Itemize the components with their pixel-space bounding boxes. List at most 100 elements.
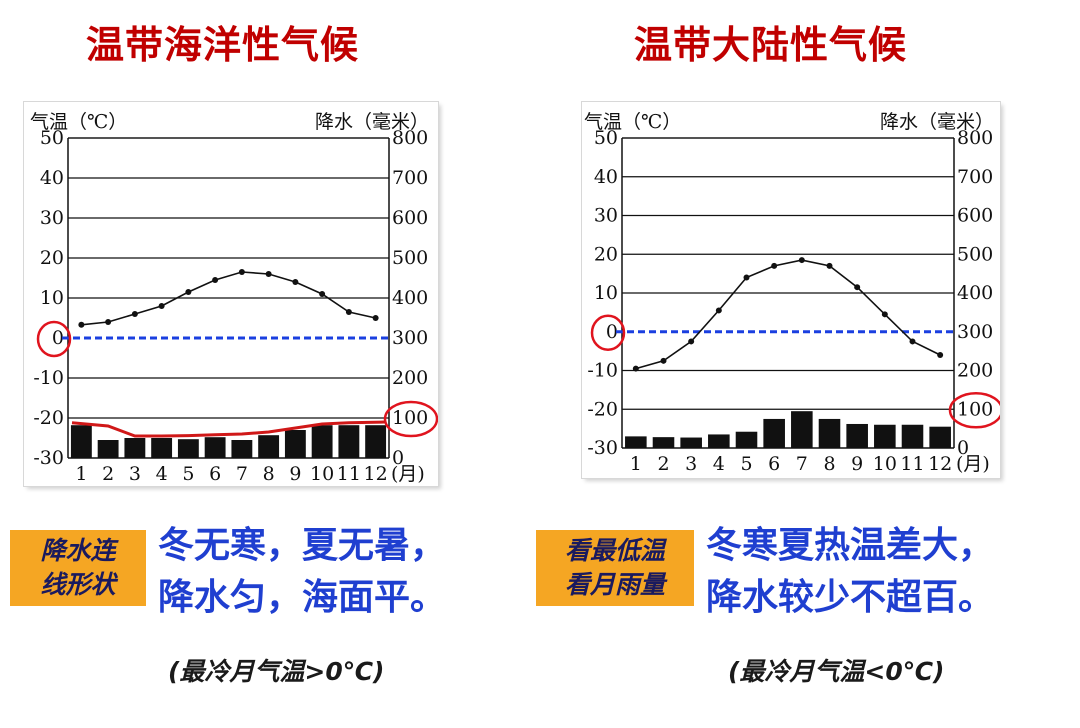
oceanic-tag-line-1: 降水连: [40, 536, 116, 565]
precip-bar: [791, 411, 813, 448]
continental-climate-chart: 气温（℃） 降水（毫米） 50 40 30 20 10 0 -10 -20 -30 800 700 600…: [582, 102, 1000, 478]
precip-tick-label: 400: [392, 287, 428, 309]
temperature-line: [635, 259, 941, 370]
month-tick-label: 10: [310, 463, 334, 485]
precip-bar: [763, 418, 785, 448]
precip-bar: [680, 437, 702, 448]
month-tick-label: 4: [713, 453, 725, 475]
continental-tag-line-2: 看月雨量: [564, 570, 665, 599]
temp-tick-label: -20: [33, 407, 64, 429]
month-tick-label: 7: [796, 453, 808, 475]
temp-tick-label: 30: [40, 207, 64, 229]
precip-tick-label: 600: [957, 205, 993, 227]
precip-bar: [311, 425, 333, 458]
month-tick-label: 1: [75, 463, 87, 485]
temperature-point: [798, 257, 805, 264]
temperature-point: [771, 262, 778, 269]
oceanic-summary: 冬无寒，夏无暑， 降水匀，海面平。: [158, 520, 446, 624]
precip-bar: [97, 440, 119, 458]
temperature-point: [743, 274, 750, 281]
temperature-point: [105, 319, 112, 325]
continental-summary-line-2: 降水较少不超百。: [706, 577, 995, 618]
precip-bar: [625, 436, 647, 448]
month-tick-label: 11: [337, 463, 361, 485]
precip-bar: [124, 438, 146, 458]
precip-tick-label: 700: [957, 166, 993, 188]
precip-bar: [177, 439, 199, 458]
temp-tick-label: 50: [594, 127, 618, 149]
oceanic-tag: 降水连 线形状: [10, 530, 146, 606]
continental-tag: 看最低温 看月雨量: [536, 530, 694, 606]
temperature-point: [212, 277, 219, 283]
precip-tick-label: 100: [957, 398, 993, 420]
month-tick-label: 2: [102, 463, 114, 485]
precip-axis-title: 降水（毫米）: [880, 111, 994, 133]
precip-bar: [338, 425, 360, 458]
temp-axis-title: 气温（℃）: [584, 111, 681, 133]
month-tick-label: 6: [209, 463, 221, 485]
month-tick-label: 9: [289, 463, 301, 485]
month-tick-label: 9: [851, 453, 863, 475]
precip-tick-label: 800: [957, 127, 993, 149]
precip-highlight-circle: [383, 400, 438, 438]
precip-tick-label: 100: [392, 407, 428, 429]
precip-bar: [901, 424, 924, 448]
month-tick-label: 2: [657, 453, 669, 475]
continental-title: 温带大陆性气候: [634, 23, 908, 67]
precip-bar: [929, 426, 951, 448]
month-tick-label: 8: [823, 453, 835, 475]
oceanic-tag-line-2: 线形状: [40, 570, 116, 599]
temperature-point: [238, 269, 245, 275]
temp-tick-label: -30: [587, 437, 618, 459]
continental-tag-line-1: 看最低温: [564, 536, 665, 565]
month-tick-label: 11: [900, 453, 924, 475]
precip-bar: [258, 435, 280, 458]
precip-tick-label: 0: [392, 447, 404, 469]
temperature-point: [78, 321, 85, 328]
precip-bar: [231, 440, 253, 458]
month-tick-label: 1: [630, 453, 642, 475]
precip-bar: [204, 437, 226, 458]
month-unit-label: (月): [956, 453, 990, 475]
temp-tick-label: 30: [594, 205, 618, 227]
precip-tick-label: 200: [392, 367, 428, 389]
month-tick-label: 6: [768, 453, 780, 475]
zero-highlight-circle: [590, 314, 626, 351]
temp-tick-label: 10: [40, 287, 64, 309]
precip-tick-label: 600: [392, 207, 428, 229]
temperature-point: [854, 284, 861, 291]
temp-tick-label: -10: [33, 367, 64, 389]
oceanic-title: 温带海洋性气候: [86, 23, 360, 67]
precip-bar: [151, 438, 173, 458]
precip-tick-label: 500: [957, 243, 993, 265]
temperature-point: [292, 279, 299, 285]
oceanic-summary-line-2: 降水匀，海面平。: [158, 577, 447, 618]
temp-tick-label: 40: [40, 167, 64, 189]
oceanic-chart-svg: 气温（℃） 降水（毫米）50403020100-10-20-30800700600…: [30, 111, 438, 485]
temp-tick-label: 0: [606, 321, 618, 343]
precip-bar: [284, 430, 306, 458]
temperature-point: [131, 311, 138, 317]
month-tick-label: 12: [364, 463, 388, 485]
month-tick-label: 4: [156, 463, 168, 485]
temp-tick-label: 10: [594, 282, 618, 304]
temperature-point: [688, 338, 695, 345]
precip-bar: [874, 424, 896, 448]
precip-tick-label: 0: [957, 437, 969, 459]
temperature-point: [632, 365, 639, 372]
month-tick-label: 12: [928, 453, 952, 475]
continental-chart-svg: 气温（℃） 降水（毫米）50403020100-10-20-30800700600…: [584, 111, 1000, 475]
precip-bar: [708, 434, 730, 448]
precip-bar: [70, 425, 92, 458]
temp-tick-label: -30: [33, 447, 64, 469]
temperature-point: [715, 307, 722, 314]
temp-tick-label: 40: [594, 166, 618, 188]
temperature-point: [826, 262, 833, 269]
temperature-point: [185, 289, 192, 295]
precip-bar: [818, 418, 841, 448]
precip-tick-label: 300: [392, 327, 428, 349]
zero-highlight-circle: [36, 320, 72, 358]
month-tick-label: 3: [685, 453, 697, 475]
temperature-point: [937, 352, 944, 358]
temp-tick-label: -20: [587, 398, 618, 420]
